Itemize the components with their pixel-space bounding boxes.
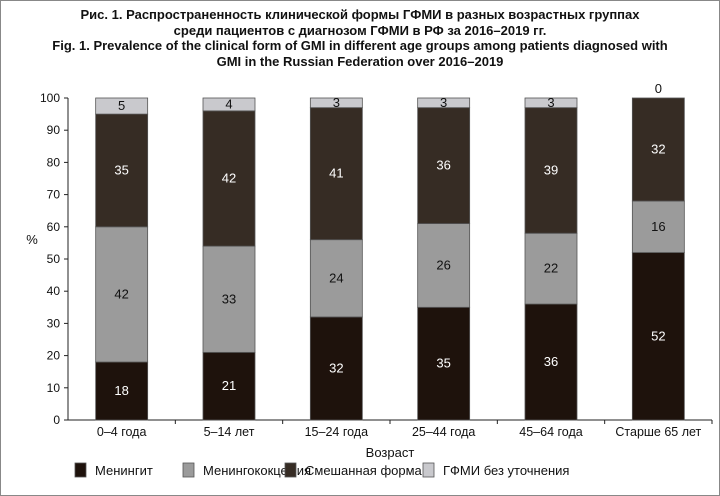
bar-segment <box>95 226 149 363</box>
data-label: 32 <box>651 142 665 157</box>
bar-segment <box>417 223 471 308</box>
data-label: 24 <box>329 270 343 285</box>
data-label: 3 <box>333 95 340 110</box>
bar-segment <box>202 351 256 421</box>
x-tick-label: 45–64 года <box>519 425 582 439</box>
y-tick-label: 20 <box>47 349 61 363</box>
data-label: 22 <box>544 261 558 276</box>
x-tick-label: 5–14 лет <box>204 425 255 439</box>
data-label: 36 <box>436 158 450 173</box>
bar-segment <box>417 107 471 224</box>
bar-segment <box>417 97 471 109</box>
y-axis-label: % <box>26 232 38 247</box>
data-label: 3 <box>547 95 554 110</box>
legend-label: Смешанная форма <box>305 463 423 478</box>
bar-segment <box>309 316 363 421</box>
data-label: 32 <box>329 360 343 375</box>
data-label: 5 <box>118 98 125 113</box>
y-tick-label: 30 <box>47 316 61 330</box>
data-label: 42 <box>222 171 236 186</box>
legend-swatch <box>74 462 87 478</box>
x-tick-label: 0–4 года <box>97 425 147 439</box>
data-label: 35 <box>436 356 450 371</box>
bar-segment <box>417 306 471 421</box>
legend-swatch <box>182 462 195 478</box>
y-tick-label: 70 <box>47 188 61 202</box>
x-axis-label: Возраст <box>366 445 415 460</box>
data-label: 21 <box>222 378 236 393</box>
bar-segment <box>202 110 256 247</box>
x-tick-label: 15–24 года <box>305 425 368 439</box>
y-tick-label: 60 <box>47 220 61 234</box>
data-label: 36 <box>544 354 558 369</box>
data-label: 52 <box>651 328 665 343</box>
bar-segment <box>202 97 256 112</box>
data-label: 16 <box>651 219 665 234</box>
bar-segment <box>631 97 685 202</box>
legend-swatch <box>284 462 297 478</box>
y-tick-label: 50 <box>47 252 61 266</box>
bar-segment <box>631 252 685 421</box>
data-label: 4 <box>225 96 232 111</box>
bar-segment <box>524 232 578 305</box>
bar-segment <box>202 245 256 353</box>
title-ru: Рис. 1. Распространенность клинической ф… <box>80 7 640 38</box>
title-en: Fig. 1. Prevalence of the clinical form … <box>52 38 668 69</box>
y-tick-label: 10 <box>47 381 61 395</box>
bar-segment <box>524 97 578 109</box>
y-tick-label: 40 <box>47 284 61 298</box>
data-label: 42 <box>114 286 128 301</box>
data-label: 33 <box>222 291 236 306</box>
y-tick-label: 0 <box>53 413 60 427</box>
data-label: 26 <box>436 257 450 272</box>
data-label: 41 <box>329 166 343 181</box>
legend-swatch <box>422 462 435 478</box>
bar-segment <box>95 97 149 115</box>
bar-segment <box>524 107 578 234</box>
legend-label: Менингококцемия <box>203 463 311 478</box>
bar-segment <box>524 303 578 421</box>
data-label: 18 <box>114 383 128 398</box>
x-tick-label: 25–44 года <box>412 425 475 439</box>
data-label: 39 <box>544 162 558 177</box>
y-tick-label: 90 <box>47 123 61 137</box>
data-label: 0 <box>655 81 662 96</box>
y-tick-label: 100 <box>40 91 60 105</box>
chart-title: Рис. 1. Распространенность клинической ф… <box>0 7 720 69</box>
legend-label: ГФМИ без уточнения <box>443 463 569 478</box>
bar-segment <box>95 113 149 228</box>
y-tick-label: 80 <box>47 155 61 169</box>
legend-label: Менингит <box>95 463 153 478</box>
bar-segment <box>309 97 363 109</box>
bar-segment <box>309 107 363 241</box>
bar-segment <box>631 200 685 253</box>
data-label: 3 <box>440 95 447 110</box>
bar-segment <box>95 361 149 421</box>
x-tick-label: Старше 65 лет <box>615 425 701 439</box>
data-label: 35 <box>114 162 128 177</box>
